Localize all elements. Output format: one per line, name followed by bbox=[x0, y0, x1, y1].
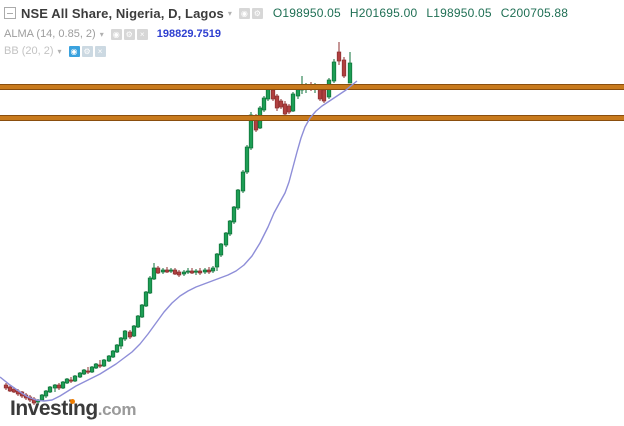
ohlc-readout: O198950.05 H201695.00 L198950.05 C200705… bbox=[273, 6, 568, 20]
chart-header: NSE All Share, Nigeria, D, Lagos ▾ ◉ ⚙ O… bbox=[4, 4, 568, 59]
investing-logo-word: Investing bbox=[10, 397, 98, 420]
indicator-row-alma: ALMA (14, 0.85, 2) ▾ ◉ ⚙ × 198829.7519 bbox=[4, 26, 568, 42]
close-icon[interactable]: × bbox=[136, 28, 148, 40]
high-label: H bbox=[349, 6, 359, 20]
high-value: 201695.00 bbox=[358, 6, 418, 20]
open-label: O bbox=[272, 6, 283, 20]
visibility-icon[interactable]: ◉ bbox=[238, 7, 250, 19]
investing-logo-suffix: .com bbox=[97, 400, 137, 419]
low-value: 198950.05 bbox=[433, 6, 492, 20]
indicator-row-bb: BB (20, 2) ▾ ◉ ⚙ × bbox=[4, 43, 568, 59]
open-value: 198950.05 bbox=[282, 6, 341, 20]
collapse-icon[interactable] bbox=[4, 7, 16, 19]
low-label: L bbox=[426, 6, 434, 20]
chevron-down-icon[interactable]: ▾ bbox=[227, 8, 232, 18]
bb-indicator-label[interactable]: BB (20, 2) bbox=[4, 45, 54, 57]
close-label: C bbox=[500, 6, 510, 20]
close-value: 200705.88 bbox=[509, 6, 569, 20]
chevron-down-icon[interactable]: ▾ bbox=[99, 29, 104, 39]
horizontal-lines[interactable] bbox=[0, 84, 624, 121]
alma-indicator-value: 198829.7519 bbox=[156, 28, 221, 40]
investing-logo-dot bbox=[70, 399, 75, 404]
chevron-down-icon[interactable]: ▾ bbox=[57, 46, 62, 56]
visibility-icon[interactable]: ◉ bbox=[110, 28, 122, 40]
candles bbox=[3, 42, 353, 405]
visibility-icon-active[interactable]: ◉ bbox=[68, 45, 80, 57]
close-icon[interactable]: × bbox=[94, 45, 106, 57]
settings-gear-icon[interactable]: ⚙ bbox=[251, 7, 263, 19]
alma-indicator-label[interactable]: ALMA (14, 0.85, 2) bbox=[4, 28, 96, 40]
settings-gear-icon[interactable]: ⚙ bbox=[123, 28, 135, 40]
symbol-title[interactable]: NSE All Share, Nigeria, D, Lagos bbox=[21, 5, 224, 21]
settings-gear-icon[interactable]: ⚙ bbox=[81, 45, 93, 57]
investing-logo: Investing.com bbox=[10, 397, 136, 421]
alma-line[interactable] bbox=[0, 80, 358, 402]
